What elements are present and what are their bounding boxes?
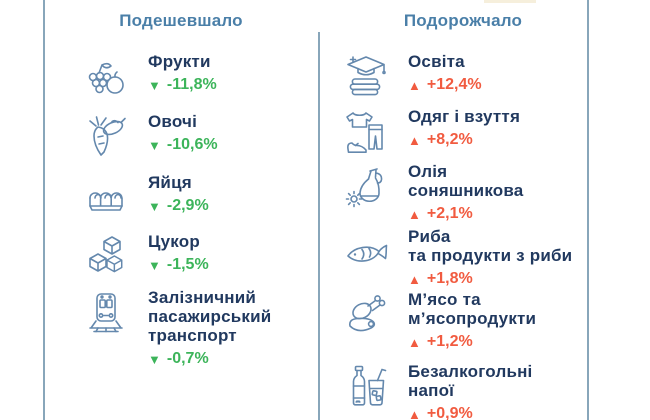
list-item-fish: Риба та продукти з риби ▲ +1,8% [342, 227, 572, 288]
eggs-icon [82, 173, 130, 221]
decrease-triangle-icon: ▼ [148, 137, 161, 153]
change-value: +2,1% [426, 205, 473, 222]
decrease-triangle-icon: ▼ [148, 198, 161, 214]
drinks-icon [342, 362, 390, 410]
change-value: -10,6% [166, 136, 218, 153]
item-label: Одяг і взуття [408, 107, 521, 126]
change-value: +0,9% [426, 405, 473, 420]
item-label: Освіта [408, 52, 465, 71]
fish-icon [342, 233, 390, 281]
decrease-triangle-icon: ▼ [148, 77, 161, 93]
change-value: -0,7% [166, 350, 209, 367]
item-change: ▼ -10,6% [148, 136, 218, 154]
item-label: Фрукти [148, 52, 211, 71]
increase-triangle-icon: ▲ [408, 271, 421, 287]
list-item-sunflower-oil: Олія соняшникова ▲ +2,1% [342, 162, 523, 223]
decrease-triangle-icon: ▼ [148, 257, 161, 273]
item-change: ▲ +12,4% [408, 76, 482, 94]
top-crop-artifact [484, 0, 536, 3]
item-change: ▲ +0,9% [408, 405, 532, 420]
right-border-line [587, 0, 589, 420]
increase-triangle-icon: ▲ [408, 77, 421, 93]
list-item-education: Освіта ▲ +12,4% [342, 52, 482, 100]
column-header-pricier: Подорожчало [403, 11, 523, 30]
item-label: М’ясо та м’ясопродукти [408, 290, 537, 328]
item-change: ▲ +2,1% [408, 205, 523, 223]
change-value: -2,9% [166, 197, 209, 214]
column-header-cheaper: Подешевшало [119, 11, 243, 30]
change-value: +8,2% [426, 131, 473, 148]
increase-triangle-icon: ▲ [408, 132, 421, 148]
change-value: -11,8% [166, 76, 217, 93]
sugar-icon [82, 232, 130, 280]
change-value: -1,5% [166, 256, 209, 273]
item-change: ▼ -11,8% [148, 76, 217, 94]
list-item-meat: М’ясо та м’ясопродукти ▲ +1,2% [342, 290, 536, 351]
item-change: ▼ -1,5% [148, 256, 209, 274]
vegetables-icon [82, 112, 130, 160]
item-change: ▲ +1,2% [408, 333, 536, 351]
change-value: +1,8% [426, 270, 473, 287]
item-label: Безалкогольні напої [408, 362, 533, 400]
list-item-vegetables: Овочі ▼ -10,6% [82, 112, 218, 160]
increase-triangle-icon: ▲ [408, 206, 421, 222]
list-item-eggs: Яйця ▼ -2,9% [82, 173, 209, 221]
item-label: Овочі [148, 112, 198, 131]
item-label: Цукор [148, 232, 200, 251]
item-change: ▲ +1,8% [408, 270, 572, 288]
change-value: +12,4% [426, 76, 482, 93]
item-label: Риба та продукти з риби [408, 227, 573, 265]
train-icon [82, 288, 130, 336]
list-item-rail-transport: Залізничний пасажирський транспорт ▼ -0,7… [82, 288, 271, 368]
list-item-fruits: Фрукти ▼ -11,8% [82, 52, 217, 100]
oil-icon [342, 162, 390, 210]
item-change: ▲ +8,2% [408, 131, 520, 149]
item-change: ▼ -2,9% [148, 197, 209, 215]
list-item-sugar: Цукор ▼ -1,5% [82, 232, 209, 280]
fruits-icon [82, 52, 130, 100]
item-label: Залізничний пасажирський транспорт [148, 288, 272, 345]
increase-triangle-icon: ▲ [408, 334, 421, 350]
meat-icon [342, 290, 390, 338]
column-divider-line [318, 32, 320, 420]
clothing-icon [342, 107, 390, 155]
list-item-clothing: Одяг і взуття ▲ +8,2% [342, 107, 520, 155]
change-value: +1,2% [426, 333, 473, 350]
item-label: Яйця [148, 173, 192, 192]
item-label: Олія соняшникова [408, 162, 524, 200]
list-item-soft-drinks: Безалкогольні напої ▲ +0,9% [342, 362, 532, 420]
education-icon [342, 52, 390, 100]
decrease-triangle-icon: ▼ [148, 351, 161, 367]
item-change: ▼ -0,7% [148, 350, 271, 368]
increase-triangle-icon: ▲ [408, 406, 421, 420]
left-border-line [43, 0, 45, 420]
